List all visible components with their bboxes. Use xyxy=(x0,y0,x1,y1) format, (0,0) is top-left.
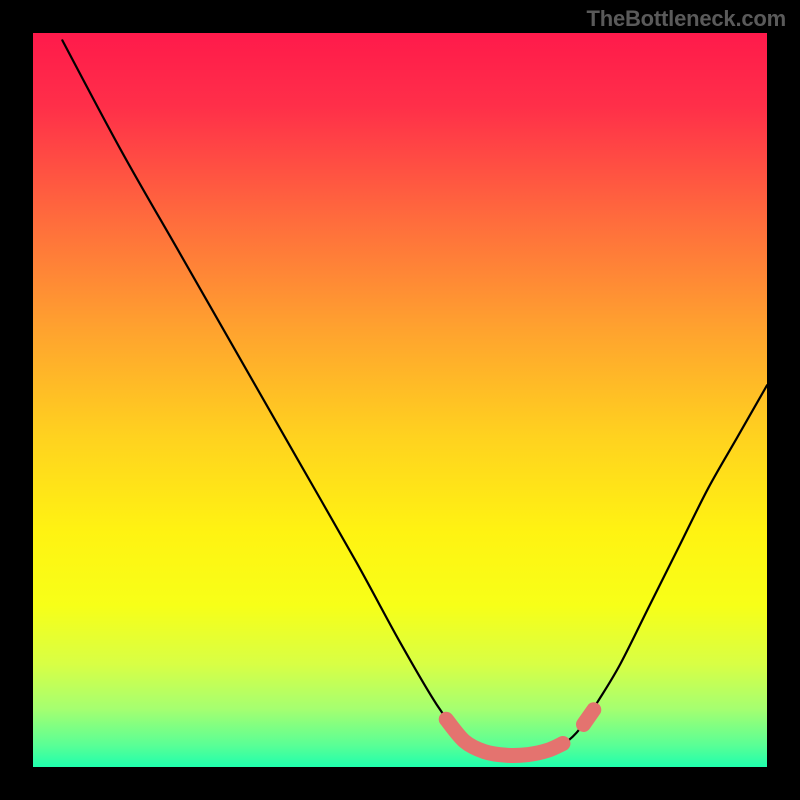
chart-svg xyxy=(33,33,767,767)
watermark-text: TheBottleneck.com xyxy=(586,6,786,32)
chart-container: TheBottleneck.com xyxy=(0,0,800,800)
plot-area xyxy=(33,33,767,767)
gradient-background xyxy=(33,33,767,767)
highlight-dot xyxy=(584,710,594,725)
